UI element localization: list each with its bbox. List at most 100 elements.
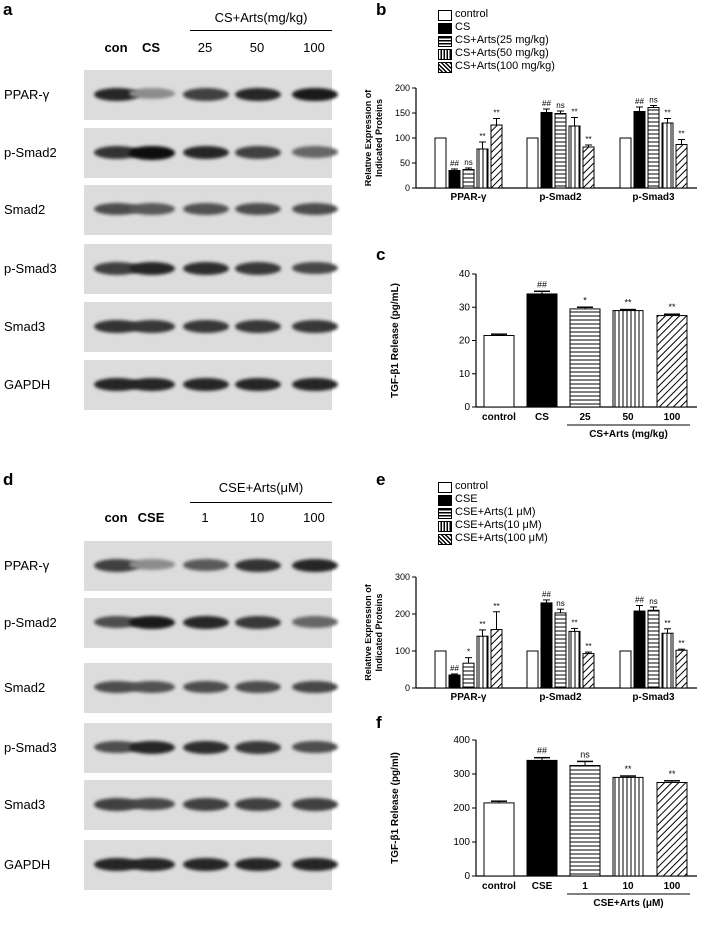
blot-band (292, 858, 338, 872)
significance-label: ** (668, 769, 676, 779)
lane-label: con (104, 40, 128, 55)
blot-band (94, 559, 140, 572)
blot-band (129, 741, 175, 755)
bar (619, 650, 632, 689)
blot-band (183, 262, 229, 275)
blot-row-label: PPAR-γ (4, 87, 50, 102)
x-category-label: CS (535, 412, 549, 423)
blot-band (292, 203, 338, 216)
lane-label: 25 (197, 40, 213, 55)
blot-strip (84, 723, 338, 773)
blot-row-label: Smad2 (4, 680, 46, 695)
bar (647, 107, 660, 189)
x-category-label: 1 (582, 881, 588, 892)
y-axis-label: Indicated Proteins (374, 99, 384, 177)
blot-row-label: PPAR-γ (4, 558, 50, 573)
blot-band (183, 798, 229, 811)
x-category-label: 25 (579, 412, 591, 423)
group-bracket-line (190, 30, 332, 31)
y-tick-label: 50 (400, 158, 410, 168)
bar (490, 124, 503, 189)
blot-row-label: p-Smad3 (4, 261, 57, 276)
legend-label: control (455, 480, 489, 492)
x-category-label: p-Smad2 (539, 692, 582, 703)
bar (490, 629, 503, 689)
x-category-label: p-Smad3 (632, 692, 675, 703)
bar (448, 170, 461, 189)
y-tick-label: 0 (464, 871, 470, 882)
y-axis-label: TGF-β1 Release (pg/mL) (390, 283, 401, 398)
legend-swatch (438, 508, 452, 519)
significance-label: ## (542, 590, 551, 599)
blot-band (94, 741, 140, 754)
y-tick-label: 10 (459, 369, 471, 380)
bar (661, 122, 674, 189)
blot-band (235, 741, 281, 754)
significance-label: ** (678, 130, 684, 139)
blot-row-label: Smad3 (4, 797, 46, 812)
legend-label: CSE+Arts(1 μM) (455, 506, 536, 518)
blot-band (292, 798, 338, 811)
bar (582, 146, 595, 189)
blot-band (235, 146, 281, 159)
blot-band (129, 681, 175, 694)
bar (462, 662, 475, 689)
bar (483, 802, 515, 877)
bar-chart-relative-expression-cs: 0 50 100 150 200 Relative Expression ofIndica… (365, 83, 697, 203)
blot-band (183, 88, 229, 101)
x-category-label: CSE (532, 881, 553, 892)
bar (434, 650, 447, 689)
bar-chart-tgf-release-cse: 0 100 200 300 400 TGF-β1 Release (pg/ml) contr… (390, 735, 697, 909)
group-bracket-line (190, 502, 332, 503)
y-tick-label: 20 (459, 336, 471, 347)
y-axis-label: TGF-β1 Release (pg/ml) (390, 752, 401, 864)
lane-label: 50 (249, 40, 265, 55)
y-tick-label: 0 (405, 683, 410, 693)
significance-label: ** (624, 298, 632, 308)
panel-letter-e: e (376, 470, 386, 489)
y-tick-label: 0 (464, 402, 470, 413)
bar (568, 125, 581, 189)
blot-row-label: p-Smad2 (4, 615, 57, 630)
panel-letter-a: a (3, 0, 13, 19)
bar (656, 315, 688, 408)
y-tick-label: 0 (405, 183, 410, 193)
bar (476, 635, 489, 689)
bar (633, 111, 646, 189)
significance-label: ** (493, 109, 499, 118)
significance-label: ** (571, 618, 577, 627)
y-axis-label: Relative Expression of (365, 89, 373, 187)
blot-strip (84, 70, 338, 120)
legend-label: CS (455, 21, 471, 33)
blot-band (235, 320, 281, 333)
blot-row-label: p-Smad3 (4, 740, 57, 755)
x-category-label: PPAR-γ (451, 192, 487, 203)
blot-strip (84, 244, 338, 294)
significance-label: ** (479, 132, 485, 141)
blot-band (183, 681, 229, 694)
y-tick-label: 400 (453, 735, 470, 746)
y-tick-label: 100 (395, 646, 410, 656)
significance-label: ## (450, 664, 459, 673)
blot-band (183, 320, 229, 333)
blot-band (292, 262, 338, 275)
y-tick-label: 40 (459, 269, 471, 280)
legend-swatch (438, 36, 452, 47)
significance-label: ** (479, 620, 485, 629)
x-category-label: control (482, 412, 516, 423)
significance-label: ** (668, 302, 676, 312)
bar (661, 632, 674, 689)
legend-swatch (438, 521, 452, 532)
blot-band (94, 146, 140, 159)
blot-group-header: CSE+Arts(μM) (218, 480, 304, 495)
blot-strip (84, 302, 338, 352)
bar (526, 650, 539, 689)
significance-label: * (583, 295, 587, 305)
y-tick-label: 30 (459, 302, 471, 313)
lane-label: 10 (249, 510, 265, 525)
blot-row-label: GAPDH (4, 857, 51, 872)
legend-label: CSE+Arts(10 μM) (455, 519, 542, 531)
x-category-label: PPAR-γ (451, 692, 487, 703)
panel-letter-b: b (376, 0, 387, 19)
significance-label: ## (635, 595, 644, 604)
